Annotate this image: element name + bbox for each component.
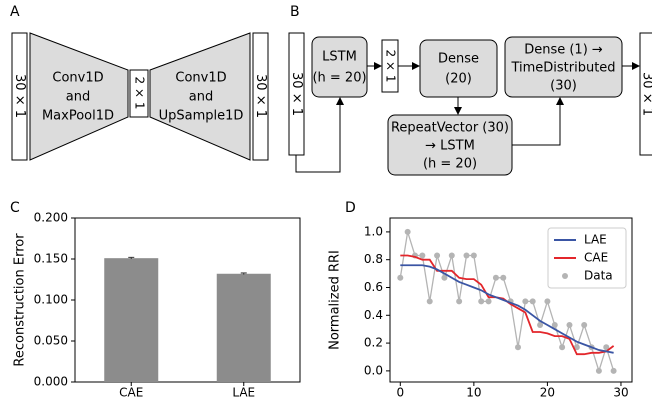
data-point (559, 344, 566, 351)
y-tick-label: 0.050 (34, 334, 68, 348)
x-tick-label: 0 (396, 386, 404, 397)
data-point (441, 274, 448, 281)
data-point (522, 298, 529, 305)
plot-frame (389, 217, 633, 383)
data-point (419, 252, 426, 259)
data-point (551, 322, 558, 329)
data-point (595, 367, 602, 374)
latent-label: 2 × 1 (384, 50, 398, 83)
decoder-label: Conv1D (175, 71, 226, 86)
bar (104, 258, 159, 382)
encoder-shape (29, 32, 129, 161)
y-axis-label: Normalized RRI (328, 250, 343, 350)
encoder-label: Conv1D (52, 71, 103, 86)
legend-label: LAE (584, 233, 607, 247)
td-label: Dense (1) → (524, 43, 603, 58)
output-box (252, 32, 269, 161)
decoder-shape (149, 32, 251, 161)
data-point (492, 274, 499, 281)
x-tick-label: CAE (119, 386, 143, 397)
y-tick-label: 0.2 (364, 336, 383, 350)
y-tick-label: 0.0 (364, 363, 383, 377)
data-point (470, 252, 477, 259)
y-tick-label: 1.0 (364, 224, 383, 238)
legend-label: CAE (584, 251, 608, 265)
data-point (485, 298, 492, 305)
x-tick-label: 30 (613, 386, 628, 397)
panel-label: C (10, 200, 20, 216)
y-tick-label: 0.100 (34, 293, 68, 307)
data-point (603, 344, 610, 351)
decoder-label: UpSample1D (159, 109, 244, 124)
y-tick-label: 0.4 (364, 308, 383, 322)
td-label: (30) (550, 79, 577, 94)
panel-label: B (290, 4, 300, 20)
output-label: 30 × 1 (640, 72, 652, 116)
series-line (400, 264, 614, 354)
x-tick-label: 20 (540, 386, 555, 397)
data-point (537, 322, 544, 329)
input-box (11, 32, 28, 161)
lstm-label: LSTM (322, 50, 357, 65)
y-tick-label: 0.000 (34, 375, 68, 389)
data-point (529, 298, 536, 305)
dense-node (419, 39, 498, 98)
repeat-label: (h = 20) (423, 157, 477, 172)
data-point (581, 322, 588, 329)
data-point (566, 322, 573, 329)
arrow (512, 97, 564, 146)
bar (216, 273, 271, 382)
lstm-node (311, 36, 368, 98)
data-point (434, 252, 441, 259)
y-tick-label: 0.200 (34, 211, 68, 225)
legend-label: Data (584, 269, 613, 283)
data-point (478, 298, 485, 305)
td-label: TimeDistributed (510, 61, 615, 76)
data-point (456, 298, 463, 305)
encoder-label: and (66, 90, 90, 105)
data-point (500, 274, 507, 281)
panel-b: B 30 × 1 LSTM (h = 20) 2 × 1 Dense (20) … (288, 4, 652, 176)
data-point (404, 228, 411, 235)
data-point (544, 298, 551, 305)
input-label: 30 × 1 (12, 74, 27, 118)
panel-label: A (10, 4, 20, 20)
y-axis-label: Reconstruction Error (13, 233, 28, 367)
data-point (448, 252, 455, 259)
latent-label: 2 × 1 (133, 77, 147, 110)
panel-label: D (345, 200, 356, 216)
panel-d: D 0.0 0.2 0.4 0.6 0.8 1.0 Normalized RRI 0 10 20 3… (328, 200, 633, 397)
data-point (573, 344, 580, 351)
panel-a: A 30 × 1 2 × 1 30 × 1 Conv1D and MaxPool… (10, 4, 269, 161)
input-label: 30 × 1 (289, 72, 304, 116)
legend-box (547, 227, 627, 289)
latent-box (129, 69, 149, 118)
y-tick-label: 0.6 (364, 280, 383, 294)
y-tick-label: 0.8 (364, 252, 383, 266)
arrow (295, 97, 344, 173)
data-point (397, 274, 404, 281)
encoder-label: MaxPool1D (42, 109, 114, 124)
data-point (514, 344, 521, 351)
repeat-label: → LSTM (425, 139, 475, 154)
data-point (463, 252, 470, 259)
y-tick-label: 0.150 (34, 252, 68, 266)
dense-label: (20) (445, 72, 472, 87)
x-tick-label: LAE (232, 386, 255, 397)
repeat-label: RepeatVector (30) (391, 121, 509, 136)
panel-c: C 0.000 0.050 0.100 0.150 0.200 Reconstructio… (10, 200, 301, 397)
data-point (610, 367, 617, 374)
series-line (399, 231, 615, 374)
decoder-label: and (189, 90, 213, 105)
dense-label: Dense (438, 52, 479, 67)
plot-frame (74, 217, 301, 383)
data-point (426, 298, 433, 305)
x-tick-label: 10 (466, 386, 481, 397)
lstm-label: (h = 20) (312, 71, 366, 86)
output-label: 30 × 1 (253, 74, 268, 118)
output-box (639, 32, 652, 156)
legend-swatch (562, 273, 568, 279)
